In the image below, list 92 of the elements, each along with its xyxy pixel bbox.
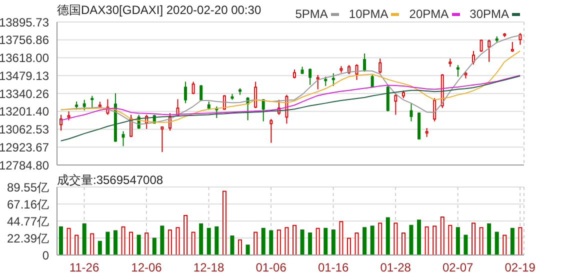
y-tick-label: 67.16亿 xyxy=(6,197,49,212)
bar xyxy=(129,232,134,255)
bar xyxy=(74,234,79,255)
bar xyxy=(362,227,367,255)
bar xyxy=(184,215,188,255)
legend-label: 30PMA xyxy=(470,6,509,22)
x-tick-label: 01-06 xyxy=(256,260,287,275)
bar xyxy=(409,224,414,255)
bar xyxy=(254,232,258,255)
y-tick-label: 13479.13 xyxy=(0,68,50,83)
bar xyxy=(160,226,164,255)
bar xyxy=(246,244,250,255)
y-tick-label: 0 xyxy=(42,248,50,262)
bar xyxy=(394,222,398,255)
bar xyxy=(339,221,344,255)
x-tick-label: 12-18 xyxy=(193,260,224,275)
chart-title: 成交量:3569547008 xyxy=(57,172,164,189)
y-tick-label: 12923.67 xyxy=(0,140,50,154)
bar xyxy=(518,227,522,255)
x-tick-label: 11-26 xyxy=(69,260,100,275)
candlestick xyxy=(122,130,125,147)
chart-title: 德国DAX30[GDAXI] 2020-02-20 00:30 xyxy=(57,2,262,19)
bar xyxy=(292,224,296,255)
bar xyxy=(276,229,281,255)
bar xyxy=(300,229,304,255)
bar xyxy=(510,228,514,255)
legend-label: 10PMA xyxy=(348,6,388,22)
bar xyxy=(464,234,468,255)
y-tick-label: 13340.26 xyxy=(0,86,50,101)
y-tick-label: 13756.86 xyxy=(0,33,50,48)
bar xyxy=(324,228,328,255)
bar xyxy=(417,220,422,255)
bar xyxy=(206,228,211,255)
bar xyxy=(316,228,320,255)
bar xyxy=(346,238,351,255)
y-tick-label: 44.77亿 xyxy=(6,214,49,228)
x-tick-label: 01-16 xyxy=(318,260,349,275)
bar xyxy=(98,240,102,255)
bar xyxy=(472,222,476,255)
x-tick-label: 02-19 xyxy=(504,260,536,275)
bar xyxy=(502,234,507,255)
bar xyxy=(144,232,149,255)
bar xyxy=(168,229,172,255)
y-tick-label: 13618.00 xyxy=(0,51,50,66)
bar xyxy=(82,223,86,255)
candlestick xyxy=(456,64,460,78)
y-tick-label: 13201.40 xyxy=(0,104,50,119)
bar xyxy=(214,226,219,255)
bar xyxy=(479,227,484,255)
candlestick xyxy=(410,102,413,122)
line-series xyxy=(60,76,521,142)
bar xyxy=(424,226,429,255)
bar xyxy=(191,232,196,255)
y-tick-label: 12784.80 xyxy=(0,158,50,172)
x-tick-label: 12-06 xyxy=(131,260,162,275)
bar xyxy=(176,227,180,255)
bar xyxy=(440,216,444,255)
bar xyxy=(354,232,359,255)
y-tick-label: 89.55亿 xyxy=(6,180,49,194)
x-tick-label: 02-07 xyxy=(442,260,474,275)
bar xyxy=(152,238,156,255)
bar xyxy=(106,232,110,255)
bar xyxy=(58,226,63,255)
x-tick-label: 01-28 xyxy=(380,260,412,275)
bar xyxy=(269,230,274,255)
legend-label: 5PMA xyxy=(295,6,328,22)
bar xyxy=(432,226,437,255)
y-tick-label: 13895.73 xyxy=(0,15,50,30)
bar xyxy=(494,232,499,255)
bar xyxy=(456,227,460,255)
bar xyxy=(136,234,141,255)
bar xyxy=(401,232,406,255)
bar xyxy=(230,236,234,255)
bar xyxy=(370,226,374,255)
bar xyxy=(66,228,71,255)
bar xyxy=(113,230,118,255)
bar xyxy=(386,217,390,255)
bar xyxy=(448,224,452,255)
bar xyxy=(487,223,492,255)
bar xyxy=(90,233,94,255)
bar xyxy=(308,232,312,255)
bar xyxy=(121,226,126,255)
bar xyxy=(222,190,226,255)
bar xyxy=(199,223,204,255)
legend-label: 20PMA xyxy=(409,6,449,22)
y-tick-label: 22.39亿 xyxy=(6,231,49,246)
bar xyxy=(261,228,266,255)
y-tick-label: 13062.53 xyxy=(0,122,50,137)
bar xyxy=(238,239,242,255)
bar xyxy=(284,227,289,255)
bar xyxy=(378,222,382,255)
bar xyxy=(331,229,336,255)
